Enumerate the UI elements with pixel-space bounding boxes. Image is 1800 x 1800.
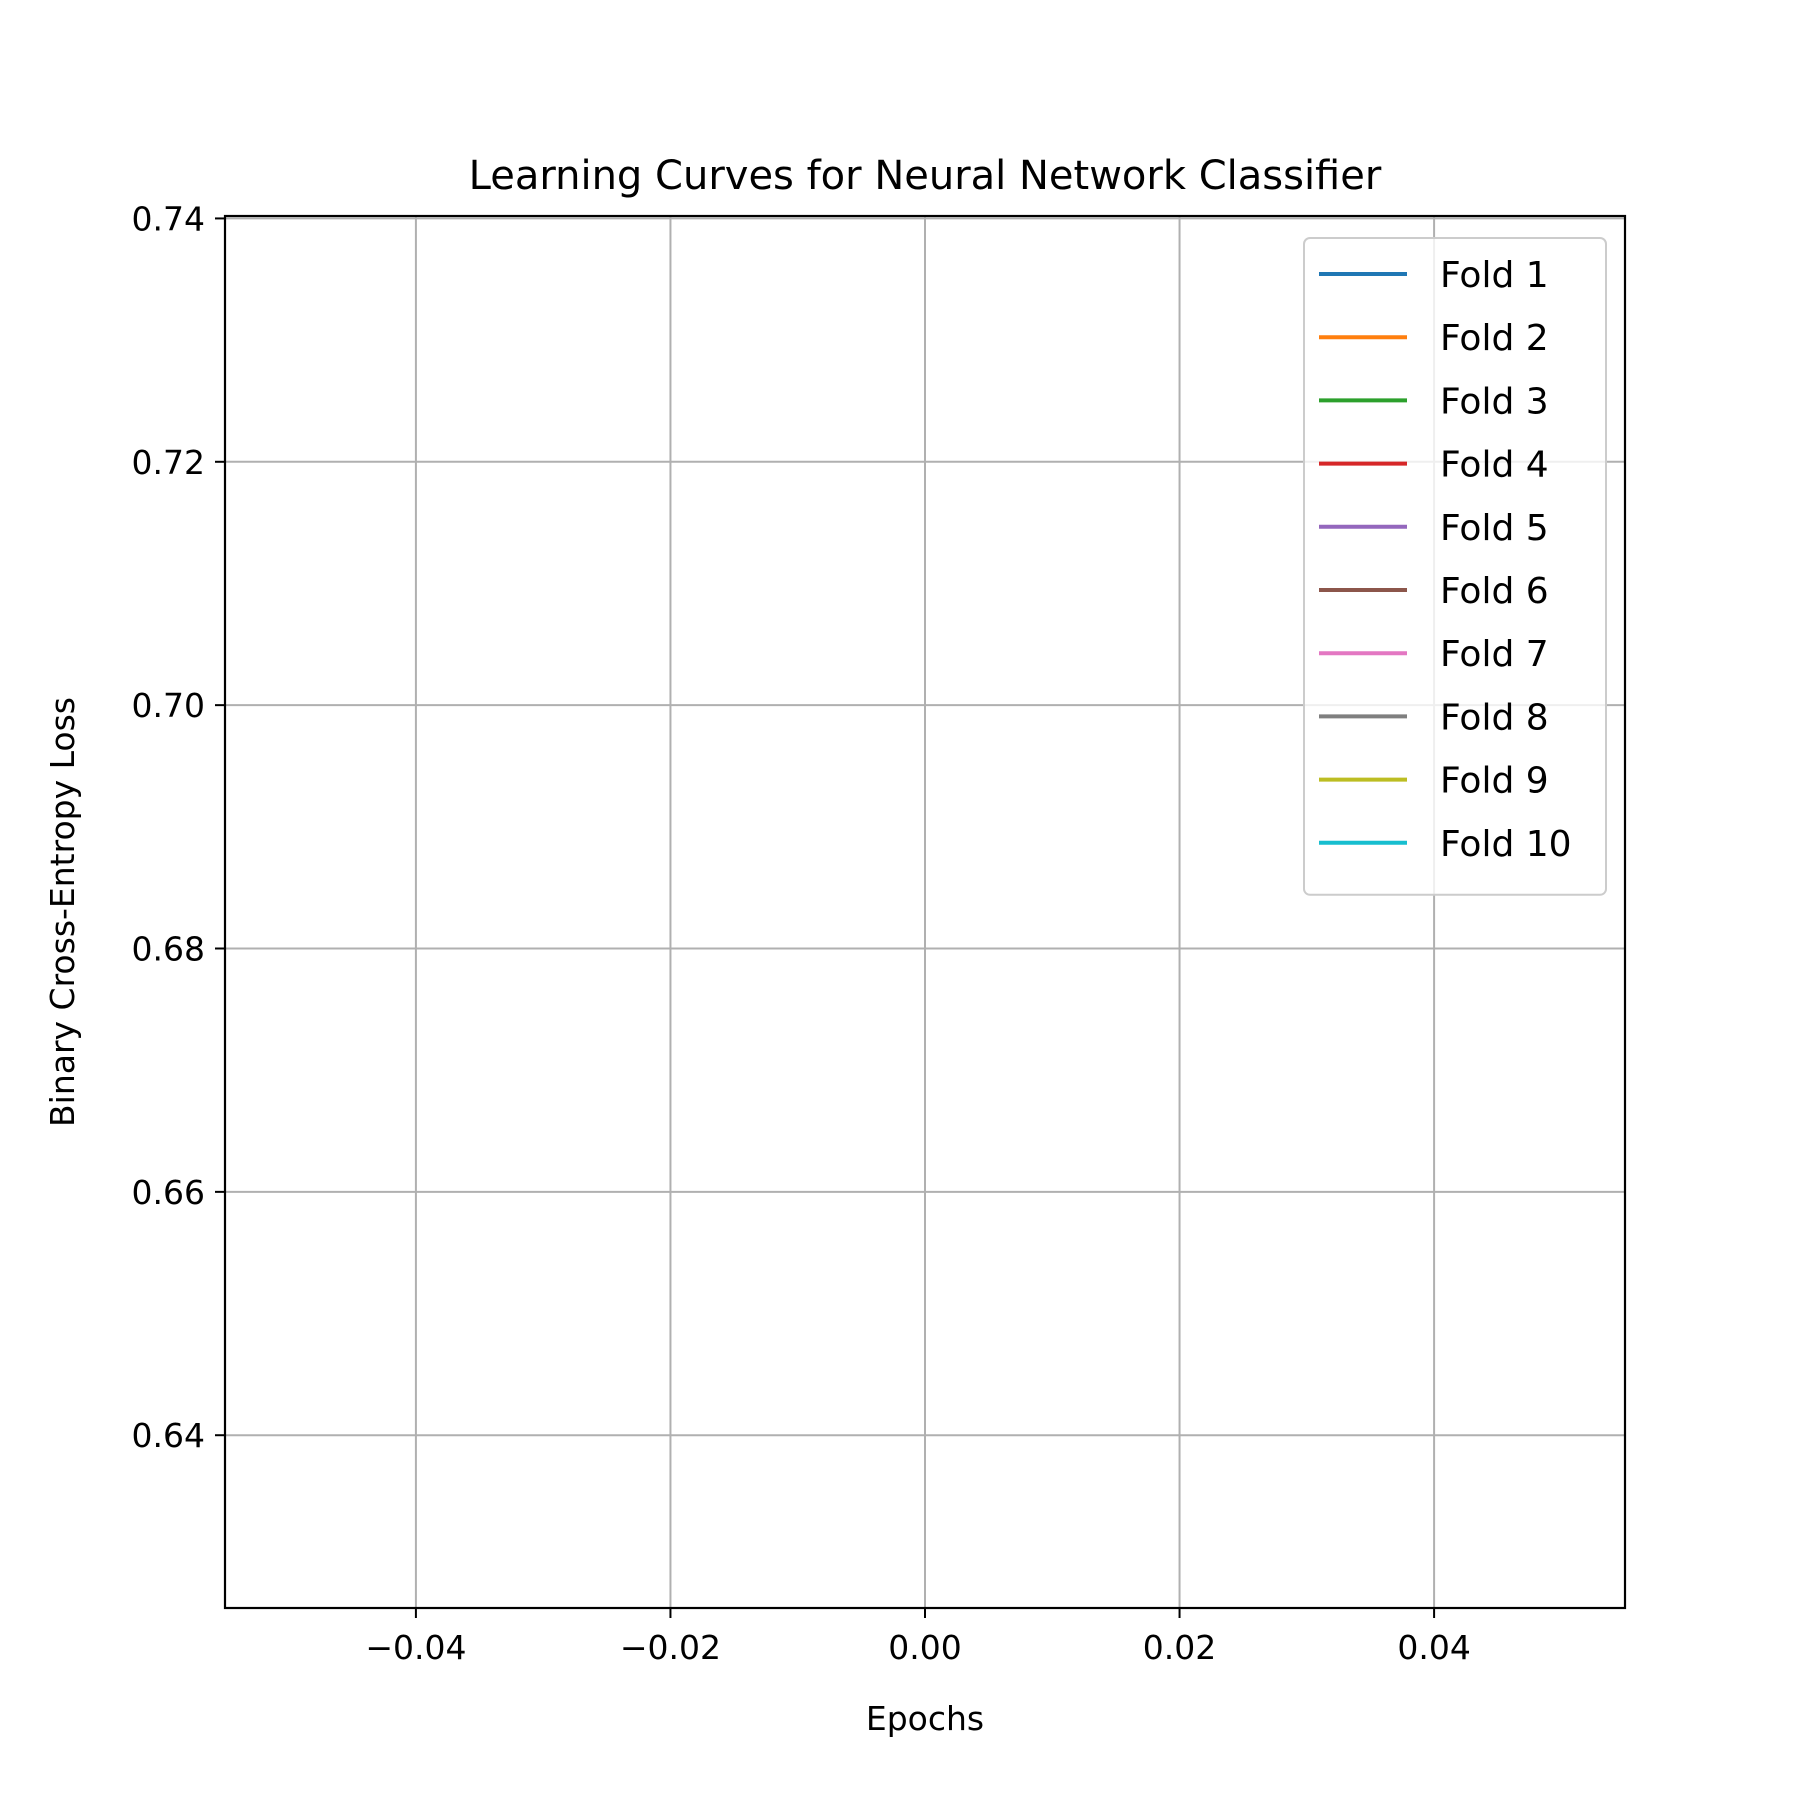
y-tick-label: 0.72 [132, 443, 205, 482]
legend-label-fold-5: Fold 5 [1440, 508, 1549, 549]
y-axis-ticks: 0.64 0.66 0.68 0.70 0.72 0.74 [132, 199, 225, 1455]
y-tick-label: 0.68 [132, 930, 205, 969]
chart-title: Learning Curves for Neural Network Class… [469, 153, 1382, 199]
y-tick-label: 0.64 [132, 1416, 205, 1455]
x-tick-label: −0.02 [620, 1628, 721, 1667]
x-tick-label: 0.04 [1397, 1628, 1470, 1667]
legend-label-fold-6: Fold 6 [1440, 571, 1549, 612]
x-tick-label: 0.02 [1143, 1628, 1216, 1667]
y-tick-label: 0.70 [132, 686, 205, 725]
y-axis-label: Binary Cross-Entropy Loss [43, 697, 82, 1127]
x-axis-ticks: −0.04 −0.02 0.00 0.02 0.04 [365, 1608, 1471, 1667]
y-tick-label: 0.66 [132, 1173, 205, 1212]
y-tick-label: 0.74 [132, 199, 205, 238]
legend-label-fold-3: Fold 3 [1440, 381, 1549, 422]
legend-label-fold-10: Fold 10 [1440, 824, 1572, 865]
legend-label-fold-8: Fold 8 [1440, 697, 1549, 738]
legend-label-fold-4: Fold 4 [1440, 445, 1549, 486]
legend-label-fold-9: Fold 9 [1440, 761, 1549, 802]
legend-label-fold-7: Fold 7 [1440, 634, 1549, 675]
x-axis-label: Epochs [866, 1699, 984, 1738]
x-tick-label: 0.00 [888, 1628, 961, 1667]
legend-label-fold-1: Fold 1 [1440, 255, 1549, 296]
legend: Fold 1 Fold 2 Fold 3 Fold 4 Fold 5 Fold 6 Fold… [1303, 237, 1607, 896]
x-tick-label: −0.04 [365, 1628, 466, 1667]
legend-label-fold-2: Fold 2 [1440, 318, 1549, 359]
